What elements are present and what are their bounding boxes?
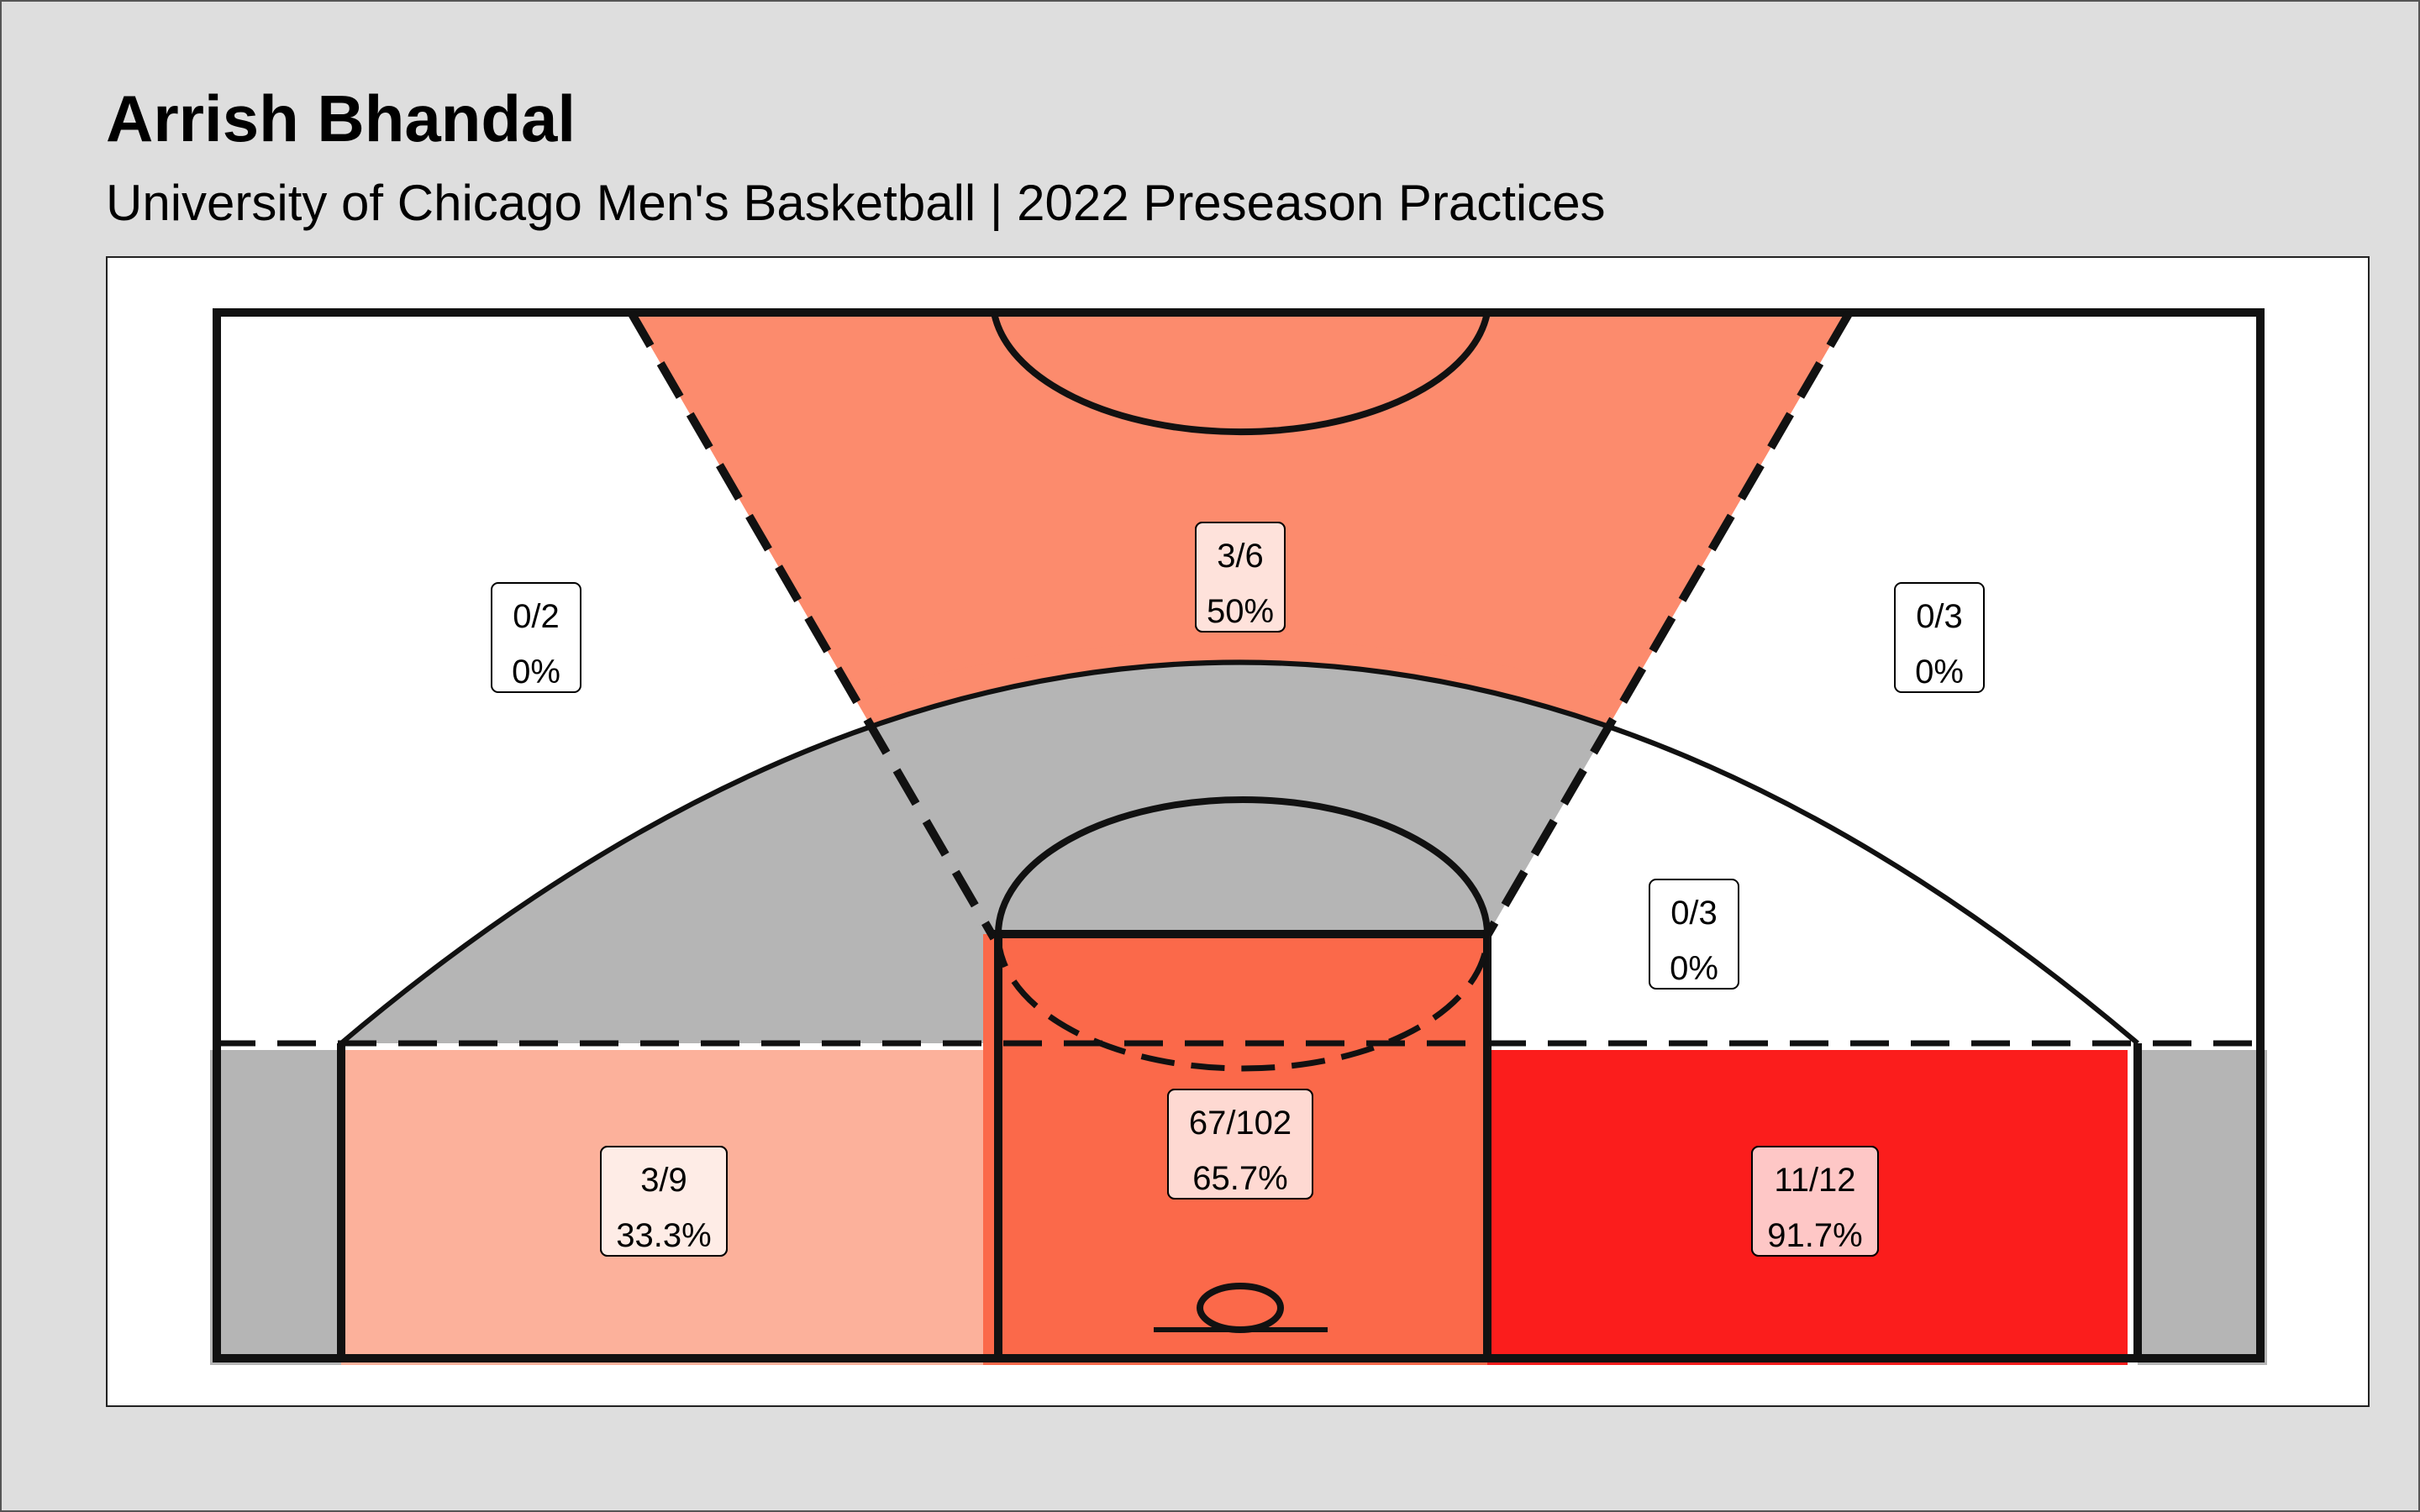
- zone-label-top-of-key-three: 3/650%: [1195, 522, 1286, 633]
- zone-label-box: [1649, 879, 1739, 990]
- zone-percentage: 65.7%: [1192, 1160, 1287, 1197]
- zone-percentage: 0%: [1915, 654, 1964, 690]
- zone-label-right-mid-range: 0/30%: [1649, 879, 1739, 990]
- center-circle: [991, 312, 1491, 436]
- zone-percentage: 0%: [512, 654, 560, 690]
- chart-title: Arrish Bhandal: [106, 81, 576, 155]
- zone-right-corner-three: [2138, 1050, 2267, 1365]
- zone-made-attempts: 0/3: [1670, 895, 1718, 932]
- zone-label-box-overlay: [1751, 1146, 1879, 1257]
- right-diagonal-divider: [1481, 310, 1854, 941]
- chart-subtitle: University of Chicago Men's Basketball |…: [106, 175, 1606, 231]
- zone-made-attempts: 0/2: [513, 598, 560, 635]
- zone-label-box: [1894, 582, 1985, 693]
- left-diagonal-divider: [627, 310, 998, 941]
- zone-label-right-baseline-mid-range: 11/12 91.7%: [1751, 1146, 1879, 1257]
- shot-chart-court: 0/20%3/650% 0/30%0/30%3/933.3%67/10265.7%…: [210, 308, 2267, 1365]
- zone-made-attempts: 3/9: [640, 1162, 687, 1199]
- zone-label-box: [491, 582, 581, 693]
- zone-label-left-baseline-mid-range: 3/9 33.3%: [600, 1146, 728, 1257]
- zone-made-attempts: 3/6: [1217, 538, 1264, 575]
- free-throw-circle-bottom: [995, 933, 1491, 1072]
- chart-panel: 0/2 0% 3/6 50% 0/3 0% 0/3 0% 3/9 33.3% 67/102 65.7%…: [106, 256, 2370, 1407]
- paint-lane: [994, 930, 1491, 1362]
- free-throw-circle-top: [995, 796, 1491, 935]
- zone-label-paint: 67/102 65.7%: [1167, 1089, 1313, 1200]
- zone-label-box-overlay: [1195, 522, 1286, 633]
- zone-label-left-wing-three: 0/2 0%: [491, 582, 581, 693]
- zone-label-box-overlay: [600, 1146, 728, 1257]
- zone-percentage: 0%: [1670, 950, 1718, 987]
- zone-top-of-key-three-upper: [631, 312, 1849, 695]
- zone-label-right-wing-three: 0/3 0%: [1894, 582, 1985, 693]
- zone-made-attempts: 0/3: [1916, 598, 1963, 635]
- zone-percentage: 91.7%: [1767, 1217, 1862, 1254]
- three-point-arc: [339, 659, 2139, 1046]
- zone-made-attempts: 67/102: [1189, 1105, 1292, 1142]
- zone-made-attempts: 11/12: [1774, 1162, 1855, 1199]
- zone-left-corner-three: [210, 1050, 341, 1365]
- zone-percentage: 50%: [1207, 593, 1274, 630]
- zone-percentage: 33.3%: [616, 1217, 711, 1254]
- zone-label-box-overlay: [1167, 1089, 1313, 1200]
